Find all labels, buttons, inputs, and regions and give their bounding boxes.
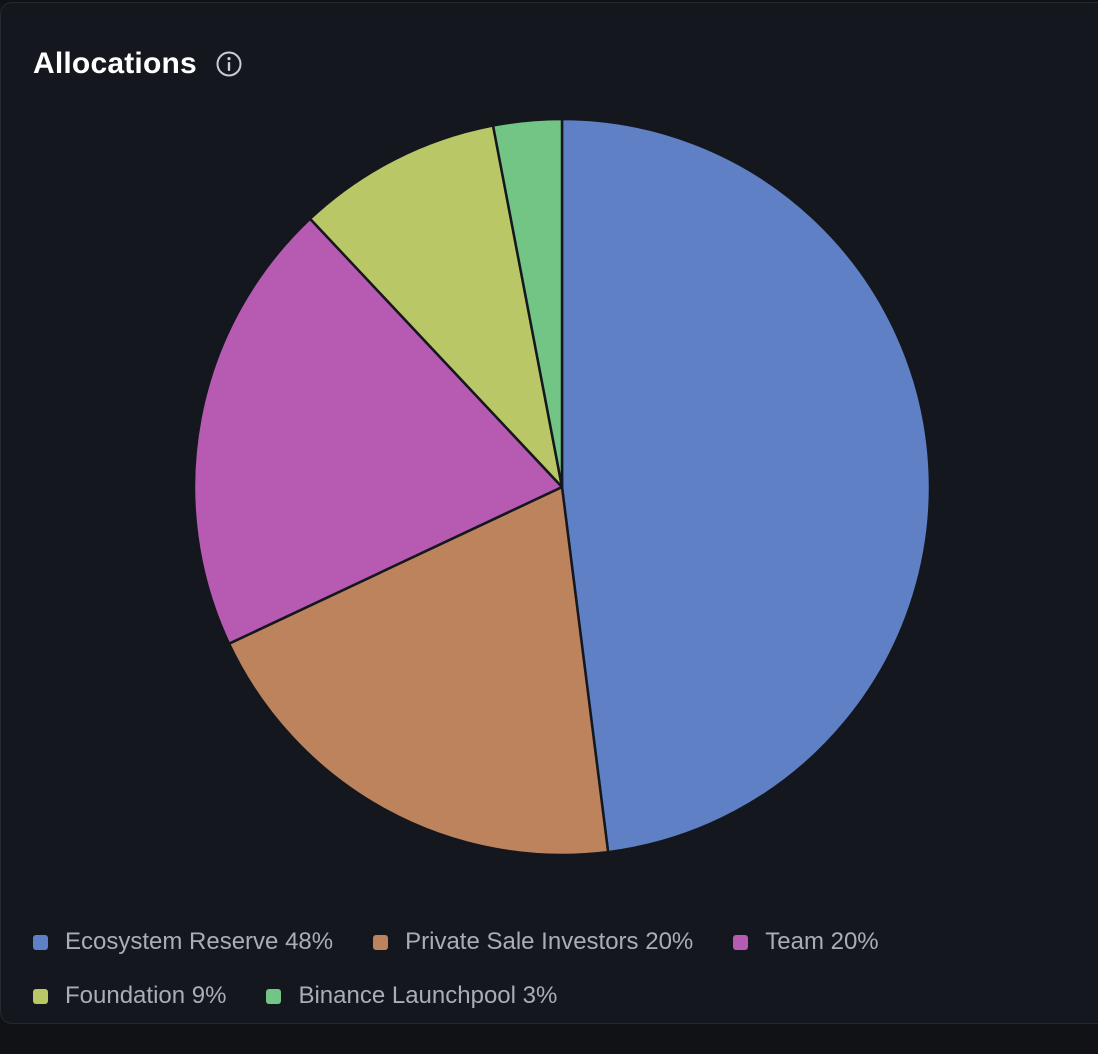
allocations-card: Allocations Ecosystem Reserve 48% Private… xyxy=(0,2,1098,1024)
card-header: Allocations xyxy=(33,47,243,81)
legend-item-foundation[interactable]: Foundation 9% xyxy=(33,982,227,1009)
legend-label: Binance Launchpool 3% xyxy=(298,982,558,1009)
pie-chart xyxy=(192,117,932,857)
pie-slice-binance-launchpool[interactable] xyxy=(491,117,564,489)
legend-label: Ecosystem Reserve 48% xyxy=(65,928,334,955)
legend-swatch xyxy=(33,934,48,950)
legend-item-private-sale-investors[interactable]: Private Sale Investors 20% xyxy=(373,928,694,955)
chart-legend: Ecosystem Reserve 48% Private Sale Invest… xyxy=(33,928,1033,1009)
legend-swatch xyxy=(266,988,282,1004)
legend-item-team[interactable]: Team 20% xyxy=(733,928,879,955)
chart-title: Allocations xyxy=(33,47,197,80)
legend-label: Private Sale Investors 20% xyxy=(405,928,694,955)
pie-slice-team[interactable] xyxy=(192,217,564,645)
legend-swatch xyxy=(33,988,48,1004)
pie-slice-private-sale-investors[interactable] xyxy=(227,485,610,857)
pie-slice-foundation[interactable] xyxy=(308,124,564,489)
info-circle-icon[interactable] xyxy=(215,50,243,78)
pie-slice-ecosystem-reserve[interactable] xyxy=(560,117,932,854)
legend-label: Team 20% xyxy=(765,928,879,955)
legend-swatch xyxy=(373,934,389,950)
legend-item-ecosystem-reserve[interactable]: Ecosystem Reserve 48% xyxy=(33,928,334,955)
legend-swatch xyxy=(733,934,749,950)
legend-item-binance-launchpool[interactable]: Binance Launchpool 3% xyxy=(266,982,558,1009)
legend-label: Foundation 9% xyxy=(65,982,227,1009)
